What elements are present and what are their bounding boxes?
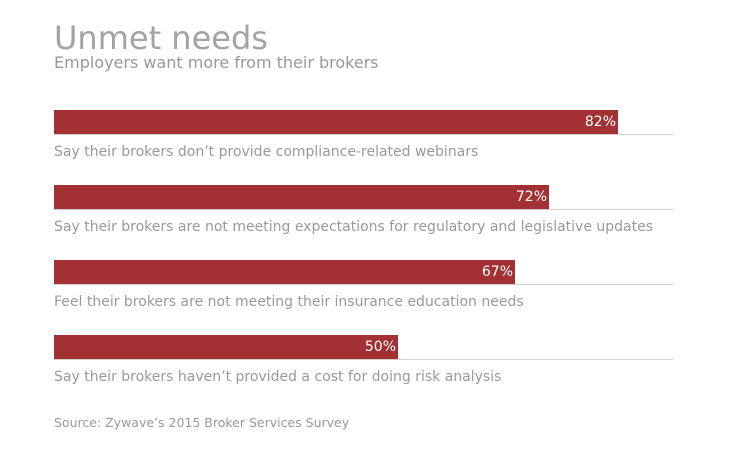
bar-baseline (54, 335, 673, 360)
bar-value-label: 72% (515, 189, 547, 205)
chart-subtitle: Employers want more from their brokers (54, 53, 379, 72)
category-label: Say their brokers are not meeting expect… (54, 219, 654, 235)
bar (54, 335, 398, 359)
source-note: Source: Zywave’s 2015 Broker Services Su… (54, 415, 350, 430)
category-label: Say their brokers don’t provide complian… (54, 144, 479, 160)
bar (54, 110, 618, 134)
bar (54, 185, 549, 209)
bar-row: 82% Say their brokers don’t provide compl… (54, 110, 674, 185)
bar-baseline (54, 110, 673, 135)
chart-title: Unmet needs (54, 19, 268, 57)
category-label: Say their brokers haven’t provided a cos… (54, 369, 502, 385)
bar-baseline (54, 260, 673, 285)
bar-value-label: 82% (584, 114, 616, 130)
bar-row: 67% Feel their brokers are not meeting th… (54, 260, 674, 335)
bar-value-label: 67% (481, 264, 513, 280)
bar (54, 260, 515, 284)
bar-row: 50% Say their brokers haven’t provided a … (54, 335, 674, 410)
bar-row: 72% Say their brokers are not meeting exp… (54, 185, 674, 260)
bar-rows: 82% Say their brokers don’t provide compl… (54, 110, 674, 410)
bar-value-label: 50% (364, 339, 396, 355)
bar-baseline (54, 185, 673, 210)
category-label: Feel their brokers are not meeting their… (54, 294, 524, 310)
